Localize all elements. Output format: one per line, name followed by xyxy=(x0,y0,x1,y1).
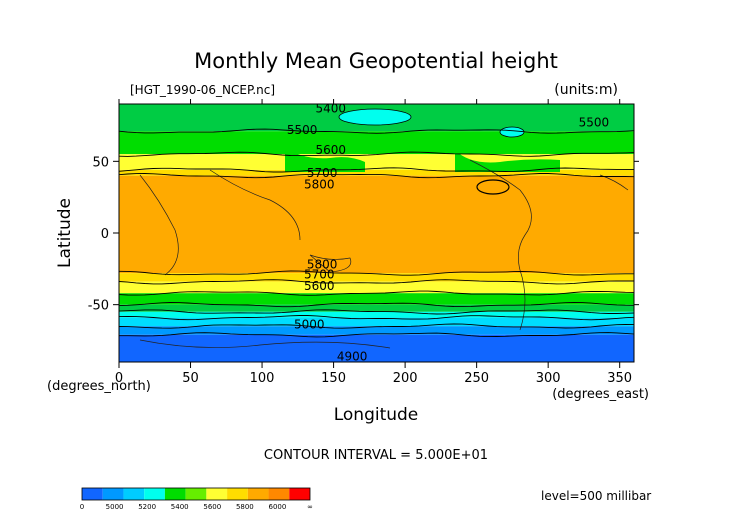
colorbar-swatch-10 xyxy=(289,488,310,500)
colorbar-label-6: 6000 xyxy=(269,503,287,511)
colorbar-label-5: 5800 xyxy=(236,503,254,511)
x-tick-label-5: 250 xyxy=(464,371,489,386)
contour-label-2: 5500 xyxy=(579,116,610,130)
coastline-australia xyxy=(309,254,352,273)
contour-label-7: 5700 xyxy=(304,268,335,282)
units-label: (units:m) xyxy=(554,82,618,98)
band-6 xyxy=(119,281,634,294)
colorbar-label-2: 5200 xyxy=(138,503,156,511)
band-12 xyxy=(119,334,634,362)
contour-label-8: 5600 xyxy=(304,279,335,293)
trough-bulge xyxy=(285,146,365,172)
x-tick-label-7: 350 xyxy=(607,371,632,386)
trough-bulge-2 xyxy=(455,150,560,172)
level-text: level=500 millibar xyxy=(541,489,651,503)
contour-line-2 xyxy=(119,167,634,173)
contour-line-9 xyxy=(119,315,634,321)
chart-title: Monthly Mean Geopotential height xyxy=(194,49,558,73)
contour-label-3: 5600 xyxy=(315,143,346,157)
colorbar-swatch-7 xyxy=(227,488,248,500)
contour-line-4 xyxy=(119,270,634,276)
contour-line-1 xyxy=(119,151,634,157)
y-tick-label-2: -50 xyxy=(88,299,109,314)
contour-label-6: 5800 xyxy=(307,258,338,272)
contour-labels: 5400550055005600570058005800570056005000… xyxy=(287,101,609,363)
y-tick-label-1: 0 xyxy=(101,227,109,242)
colorbar-label-3: 5400 xyxy=(171,503,189,511)
contour-interval-text: CONTOUR INTERVAL = 5.000E+01 xyxy=(264,448,488,463)
coastline-antarctica xyxy=(139,339,391,349)
contour-lines xyxy=(119,128,634,338)
y-axis-unit: (degrees_north) xyxy=(47,379,151,394)
low-height-cell-arctic xyxy=(338,108,412,126)
x-axis-unit: (degrees_east) xyxy=(552,387,649,402)
band-3 xyxy=(119,169,634,176)
x-tick-label-4: 200 xyxy=(393,371,418,386)
band-7 xyxy=(119,293,634,305)
coastline-asia xyxy=(209,169,301,241)
band-9 xyxy=(119,311,634,318)
colorbar-swatch-4 xyxy=(164,488,186,500)
x-tick-label-1: 50 xyxy=(182,371,199,386)
x-tick-label-0: 0 xyxy=(115,371,123,386)
x-tick-label-6: 300 xyxy=(536,371,561,386)
band-10 xyxy=(119,317,634,327)
band-11 xyxy=(119,326,634,335)
y-tick-label-0: 50 xyxy=(92,155,109,170)
colorbar-swatch-0 xyxy=(82,488,103,500)
contour-line-11 xyxy=(119,332,634,338)
contour-label-9: 5000 xyxy=(294,318,325,332)
contour-line-5 xyxy=(119,279,634,285)
contour-line-8 xyxy=(119,309,634,315)
contour-line-10 xyxy=(119,323,634,329)
colorbar-swatch-3 xyxy=(144,488,165,500)
contour-line-6 xyxy=(119,290,634,296)
contour-label-0: 5400 xyxy=(315,101,346,115)
colorbar-label-1: 5000 xyxy=(106,503,124,511)
coastline-africa xyxy=(139,174,179,276)
low-height-cell-canada xyxy=(499,126,525,138)
band-8 xyxy=(119,304,634,312)
axes: 0 50 100 150 200 250 300 350 50 0 -50 xyxy=(88,99,639,386)
band-4 xyxy=(119,175,634,274)
colorbar-label-0: 0 xyxy=(80,503,84,511)
contour-line-0 xyxy=(119,128,634,134)
colorbar-swatch-2 xyxy=(123,488,145,500)
coastline-americas xyxy=(469,159,532,331)
x-axis-label: Longitude xyxy=(334,405,419,425)
colorbar-swatch-5 xyxy=(185,488,207,500)
band-1 xyxy=(119,131,634,155)
chart-subtitle: [HGT_1990-06_NCEP.nc] xyxy=(130,83,275,97)
coastline-europe xyxy=(599,174,629,191)
ridge-contour xyxy=(476,179,510,195)
colorbar-swatch-8 xyxy=(247,488,269,500)
x-tick-label-2: 100 xyxy=(250,371,275,386)
contour-label-10: 4900 xyxy=(337,349,368,363)
contour-label-5: 5800 xyxy=(304,177,335,191)
colorbar-label-4: 5600 xyxy=(203,503,221,511)
colorbar-swatch-9 xyxy=(268,488,290,500)
map-features xyxy=(139,108,629,349)
contour-label-4: 5700 xyxy=(307,166,338,180)
colorbar-swatch-1 xyxy=(102,488,124,500)
colorbar: 0 5000 5200 5400 5600 5800 6000 ∞ xyxy=(80,487,313,511)
y-axis-label: Latitude xyxy=(55,198,75,268)
colorbar-frame xyxy=(81,487,311,501)
band-5 xyxy=(119,273,634,282)
contour-line-7 xyxy=(119,302,634,308)
colorbar-label-7: ∞ xyxy=(307,503,313,511)
x-tick-label-3: 150 xyxy=(321,371,346,386)
contour-line-3 xyxy=(119,173,634,179)
colorbar-swatch-6 xyxy=(206,488,228,500)
color-bands xyxy=(119,104,634,362)
contour-label-1: 5500 xyxy=(287,123,318,137)
